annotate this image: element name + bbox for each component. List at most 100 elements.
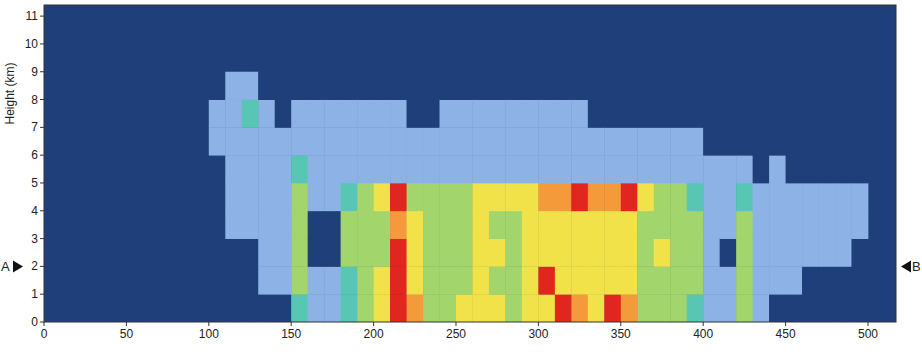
section-marker bbox=[901, 260, 911, 272]
x-tick bbox=[867, 322, 868, 326]
cell bbox=[472, 239, 489, 267]
cell bbox=[357, 239, 374, 267]
cell bbox=[670, 100, 687, 128]
cell bbox=[374, 127, 391, 155]
cell bbox=[571, 294, 588, 322]
cell bbox=[357, 155, 374, 183]
cell bbox=[621, 211, 638, 239]
cell bbox=[835, 183, 852, 211]
cell bbox=[637, 155, 654, 183]
cell bbox=[357, 127, 374, 155]
cell bbox=[736, 72, 753, 100]
cell bbox=[687, 266, 704, 294]
cell bbox=[637, 239, 654, 267]
cell bbox=[522, 155, 539, 183]
cell bbox=[440, 155, 457, 183]
cell bbox=[588, 294, 605, 322]
cell bbox=[291, 72, 308, 100]
y-tick bbox=[40, 16, 44, 17]
cell bbox=[852, 100, 869, 128]
x-tick bbox=[291, 322, 292, 326]
cell bbox=[670, 72, 687, 100]
cell bbox=[637, 294, 654, 322]
cell bbox=[654, 127, 671, 155]
cell bbox=[357, 211, 374, 239]
cell bbox=[802, 239, 819, 267]
cell bbox=[423, 266, 440, 294]
cell bbox=[852, 183, 869, 211]
cell bbox=[703, 155, 720, 183]
cell bbox=[703, 183, 720, 211]
cell bbox=[687, 211, 704, 239]
cell bbox=[720, 239, 737, 267]
cell bbox=[571, 127, 588, 155]
cell bbox=[489, 155, 506, 183]
cell bbox=[852, 127, 869, 155]
cell bbox=[308, 183, 325, 211]
cell bbox=[571, 211, 588, 239]
cell bbox=[308, 127, 325, 155]
cell bbox=[637, 211, 654, 239]
y-tick bbox=[40, 266, 44, 267]
cell bbox=[472, 100, 489, 128]
cell bbox=[571, 239, 588, 267]
cell bbox=[407, 239, 424, 267]
cell bbox=[440, 183, 457, 211]
cell bbox=[291, 100, 308, 128]
cell bbox=[703, 211, 720, 239]
cell bbox=[505, 211, 522, 239]
cell bbox=[225, 100, 242, 128]
cell bbox=[489, 239, 506, 267]
cell bbox=[390, 239, 407, 267]
cell bbox=[538, 155, 555, 183]
cell bbox=[489, 72, 506, 100]
cell bbox=[538, 100, 555, 128]
x-tick-label: 200 bbox=[364, 327, 384, 341]
cell bbox=[242, 239, 259, 267]
cell bbox=[555, 266, 572, 294]
y-tick-label: 4 bbox=[31, 204, 38, 218]
cell bbox=[637, 266, 654, 294]
cell bbox=[489, 100, 506, 128]
cell bbox=[505, 266, 522, 294]
cell bbox=[407, 72, 424, 100]
cell bbox=[769, 183, 786, 211]
cell bbox=[505, 294, 522, 322]
cell bbox=[225, 155, 242, 183]
y-tick-label: 9 bbox=[31, 65, 38, 79]
cell bbox=[769, 239, 786, 267]
cell bbox=[275, 72, 292, 100]
cell bbox=[324, 127, 341, 155]
cell bbox=[456, 211, 473, 239]
cell bbox=[736, 155, 753, 183]
cell bbox=[736, 100, 753, 128]
cell bbox=[703, 294, 720, 322]
cell bbox=[555, 239, 572, 267]
x-tick bbox=[44, 322, 45, 326]
cell bbox=[505, 239, 522, 267]
cell bbox=[324, 155, 341, 183]
cell bbox=[225, 183, 242, 211]
cell bbox=[720, 211, 737, 239]
cell bbox=[555, 155, 572, 183]
cell bbox=[423, 294, 440, 322]
x-tick-label: 300 bbox=[528, 327, 548, 341]
y-tick bbox=[40, 155, 44, 156]
cell bbox=[275, 294, 292, 322]
cell bbox=[341, 100, 358, 128]
cell bbox=[374, 72, 391, 100]
section-label: A bbox=[1, 259, 10, 274]
cell bbox=[703, 72, 720, 100]
cell bbox=[489, 127, 506, 155]
cell bbox=[522, 239, 539, 267]
chart: 0501001502002503003504004505000123456789… bbox=[0, 0, 922, 355]
x-tick-label: 150 bbox=[281, 327, 301, 341]
cell bbox=[769, 100, 786, 128]
cell bbox=[357, 266, 374, 294]
cell bbox=[670, 294, 687, 322]
cell bbox=[687, 294, 704, 322]
cell bbox=[819, 100, 836, 128]
cell bbox=[687, 155, 704, 183]
cell bbox=[819, 127, 836, 155]
cell bbox=[357, 100, 374, 128]
